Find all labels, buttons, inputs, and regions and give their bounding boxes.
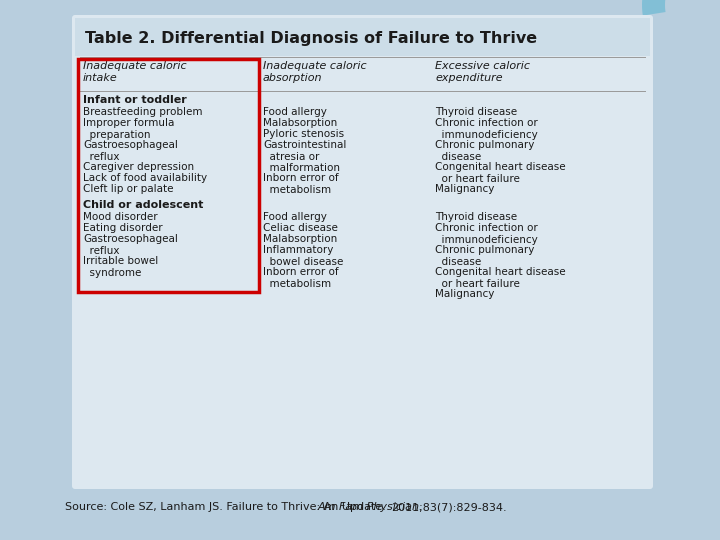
Text: Food allergy: Food allergy <box>263 212 327 222</box>
Text: Irritable bowel
  syndrome: Irritable bowel syndrome <box>83 256 158 278</box>
Text: Thyroid disease: Thyroid disease <box>435 107 517 117</box>
Text: Food allergy: Food allergy <box>263 107 327 117</box>
Text: Chronic infection or
  immunodeficiency: Chronic infection or immunodeficiency <box>435 223 538 245</box>
Text: Chronic pulmonary
  disease: Chronic pulmonary disease <box>435 140 534 161</box>
Text: Eating disorder: Eating disorder <box>83 223 163 233</box>
Text: Excessive caloric
expenditure: Excessive caloric expenditure <box>435 61 530 83</box>
Text: Chronic pulmonary
  disease: Chronic pulmonary disease <box>435 245 534 267</box>
Text: Breastfeeding problem: Breastfeeding problem <box>83 107 202 117</box>
Text: Inborn error of
  metabolism: Inborn error of metabolism <box>263 267 338 288</box>
FancyBboxPatch shape <box>72 15 653 489</box>
Text: Caregiver depression: Caregiver depression <box>83 162 194 172</box>
Text: Congenital heart disease
  or heart failure: Congenital heart disease or heart failur… <box>435 267 566 288</box>
Text: Malabsorption: Malabsorption <box>263 234 337 244</box>
Text: Inadequate caloric
absorption: Inadequate caloric absorption <box>263 61 366 83</box>
Text: Lack of food availability: Lack of food availability <box>83 173 207 183</box>
Text: Malabsorption: Malabsorption <box>263 118 337 128</box>
Text: Malignancy: Malignancy <box>435 184 495 194</box>
Bar <box>78 59 259 292</box>
Text: Thyroid disease: Thyroid disease <box>435 212 517 222</box>
Polygon shape <box>642 0 696 16</box>
Text: Inborn error of
  metabolism: Inborn error of metabolism <box>263 173 338 194</box>
Text: Malignancy: Malignancy <box>435 289 495 299</box>
Text: Gastroesophageal
  reflux: Gastroesophageal reflux <box>83 140 178 161</box>
Text: Congenital heart disease
  or heart failure: Congenital heart disease or heart failur… <box>435 162 566 184</box>
Text: Am Fam Physician.: Am Fam Physician. <box>318 502 423 512</box>
Text: Mood disorder: Mood disorder <box>83 212 158 222</box>
Text: Inflammatory
  bowel disease: Inflammatory bowel disease <box>263 245 343 267</box>
Text: Celiac disease: Celiac disease <box>263 223 338 233</box>
Bar <box>75 18 650 56</box>
Text: Source: Cole SZ, Lanham JS. Failure to Thrive: An Update.: Source: Cole SZ, Lanham JS. Failure to T… <box>65 502 390 512</box>
Text: Gastrointestinal
  atresia or
  malformation: Gastrointestinal atresia or malformation <box>263 140 346 173</box>
Text: 2011;83(7):829-834.: 2011;83(7):829-834. <box>391 502 507 512</box>
Text: Table 2. Differential Diagnosis of Failure to Thrive: Table 2. Differential Diagnosis of Failu… <box>85 30 537 45</box>
Text: Pyloric stenosis: Pyloric stenosis <box>263 129 344 139</box>
Text: Cleft lip or palate: Cleft lip or palate <box>83 184 174 194</box>
Text: Gastroesophageal
  reflux: Gastroesophageal reflux <box>83 234 178 255</box>
Text: Infant or toddler: Infant or toddler <box>83 95 186 105</box>
Text: Child or adolescent: Child or adolescent <box>83 200 203 210</box>
Text: Improper formula
  preparation: Improper formula preparation <box>83 118 174 140</box>
Text: Inadequate caloric
intake: Inadequate caloric intake <box>83 61 186 83</box>
Text: Chronic infection or
  immunodeficiency: Chronic infection or immunodeficiency <box>435 118 538 140</box>
